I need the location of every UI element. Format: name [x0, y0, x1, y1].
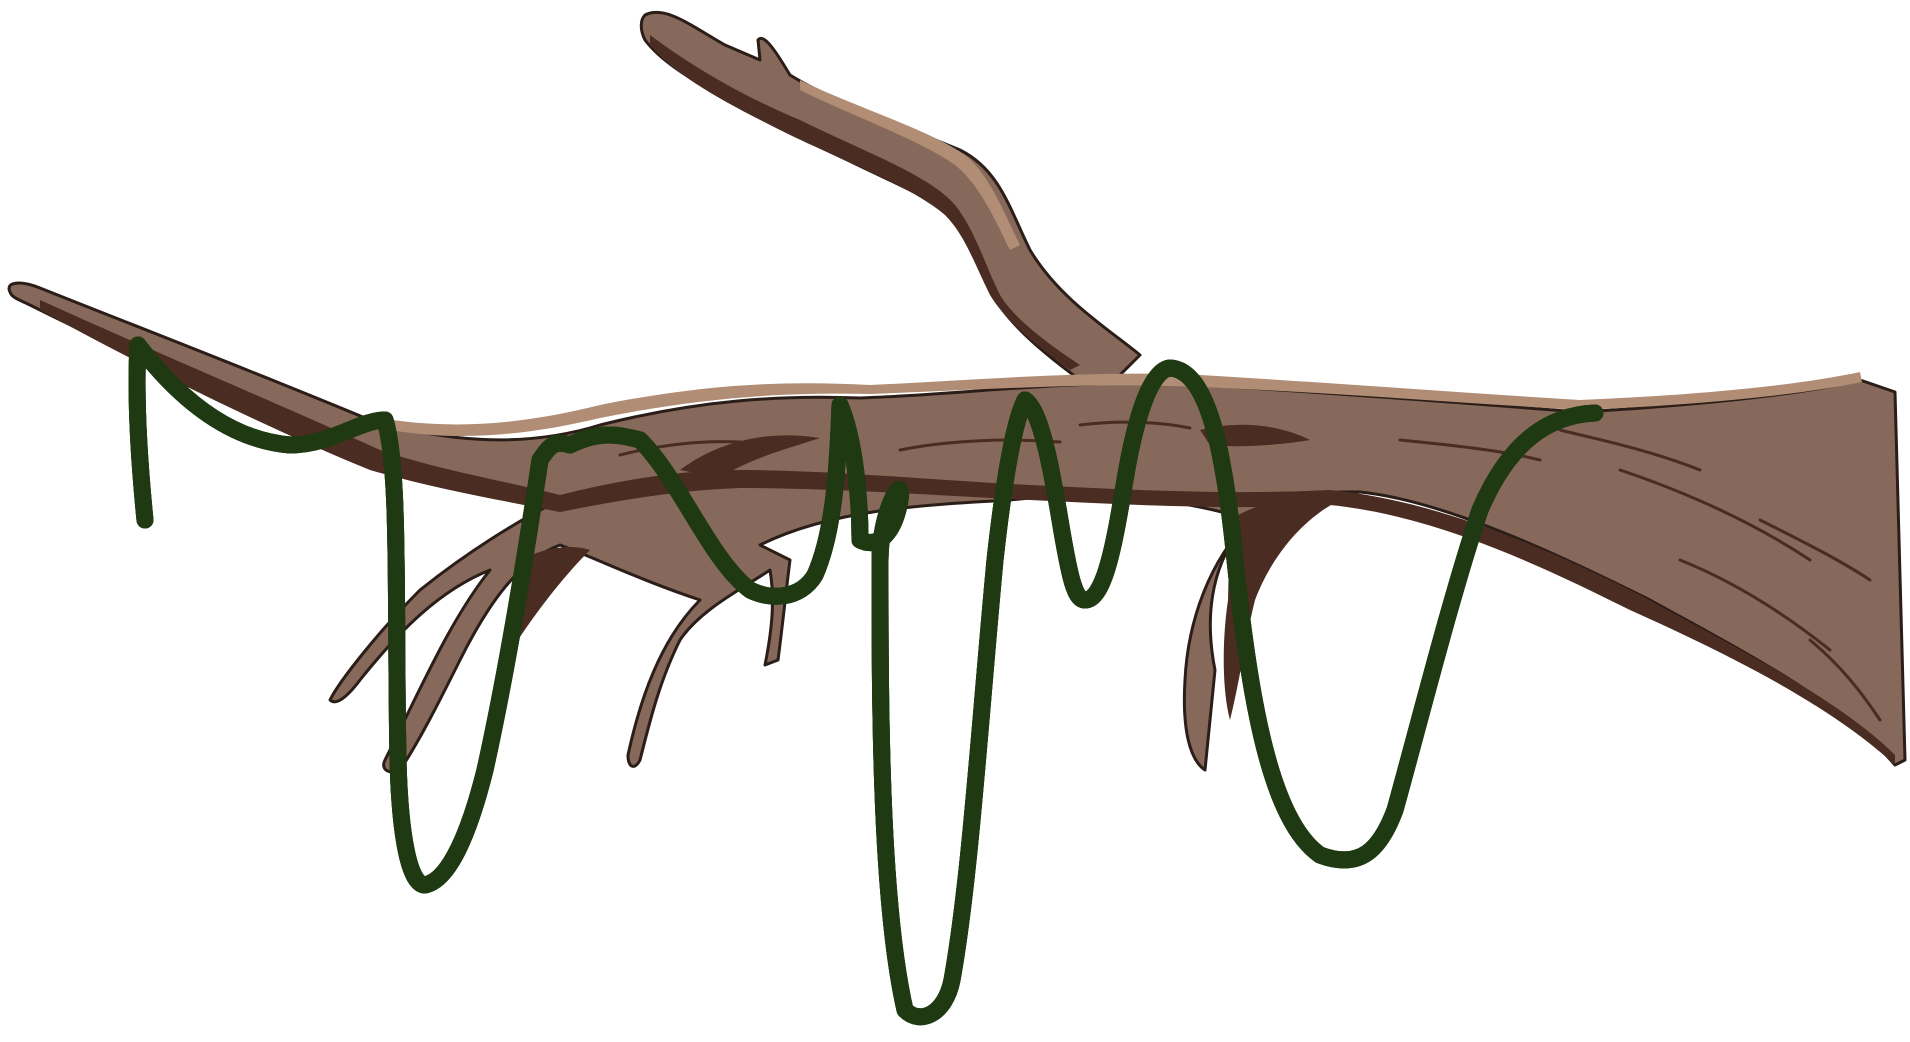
hanging-vine: [137, 336, 1595, 1017]
upper-twig: [639, 10, 1142, 397]
main-branch: [7, 281, 1907, 774]
